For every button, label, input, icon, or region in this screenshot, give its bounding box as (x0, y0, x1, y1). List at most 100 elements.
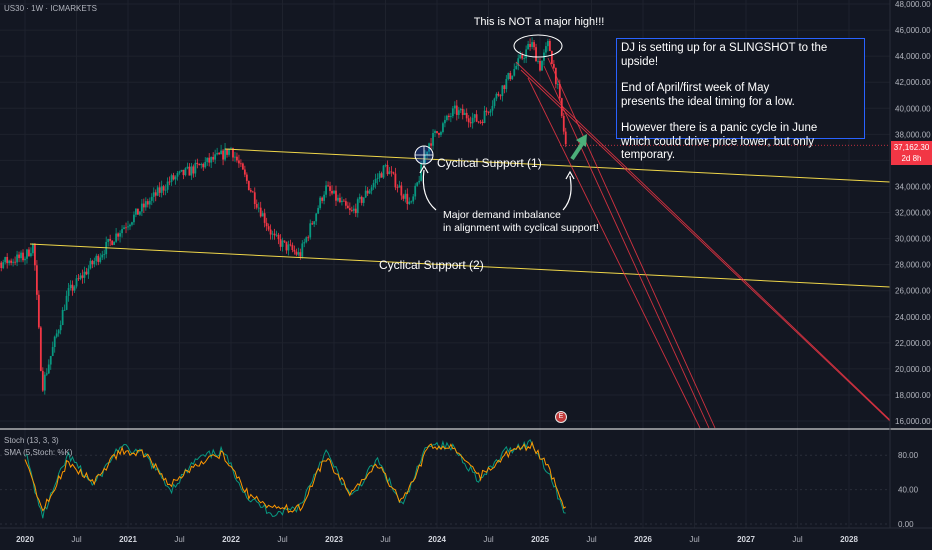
candle-body (164, 189, 167, 191)
candle-body (390, 171, 393, 173)
candle-body (539, 60, 541, 71)
candle-body (109, 238, 112, 241)
candle-body (12, 261, 15, 263)
candle-body (249, 190, 252, 192)
bar-countdown: 2d 8h (901, 154, 922, 163)
candle-body (515, 65, 518, 70)
candle-body (20, 252, 22, 259)
candle-body (87, 268, 90, 275)
candle-body (560, 98, 563, 116)
candle-body (550, 50, 553, 65)
candle-body (388, 171, 391, 175)
candle-body (545, 46, 547, 53)
candle-body (273, 233, 276, 236)
candle-body (348, 208, 351, 211)
candle-body (226, 148, 228, 155)
candle-body (475, 114, 478, 122)
box-line-2-3: End of April/first week of May presents … (621, 82, 860, 109)
candle-body (83, 271, 86, 278)
candle-body (370, 187, 373, 191)
candle-body (14, 261, 16, 263)
candle-body (457, 110, 460, 115)
candle-body (376, 178, 379, 179)
candle-body (378, 173, 381, 179)
candle-body (531, 42, 533, 47)
box-line-4-5: However there is a panic cycle in June w… (621, 122, 860, 163)
candle-body (416, 182, 419, 186)
symbol-label[interactable]: US30 · 1W · ICMARKETS (4, 4, 97, 13)
candle-body (234, 156, 236, 158)
candle-body (446, 115, 448, 121)
candle-body (253, 192, 256, 205)
candle-body (303, 242, 306, 244)
candle-body (384, 164, 387, 166)
candle-body (89, 260, 92, 269)
candle-body (325, 185, 327, 195)
candle-body (451, 108, 454, 117)
candle-body (339, 197, 341, 203)
candle-body (491, 105, 494, 111)
candle-body (287, 244, 290, 251)
analysis-text-box[interactable]: DJ is setting up for a SLINGSHOT to the … (616, 38, 865, 161)
candle-body (117, 233, 119, 237)
candle-body (192, 166, 195, 174)
candle-body (317, 207, 320, 214)
candle-body (47, 364, 50, 374)
price-candles (0, 37, 567, 395)
candle-body (513, 69, 516, 76)
candle-body (404, 193, 407, 199)
candle-body (408, 201, 411, 204)
candle-body (483, 110, 486, 123)
candle-body (380, 173, 383, 178)
candle-body (154, 192, 157, 196)
candle-body (271, 233, 274, 235)
candle-body (362, 197, 365, 203)
candle-body (95, 255, 98, 261)
candle-body (127, 226, 129, 228)
candle-body (174, 176, 177, 180)
stoch-indicator-label[interactable]: Stoch (13, 3, 3) (4, 436, 59, 445)
candle-body (477, 121, 480, 123)
candle-body (558, 83, 561, 99)
candle-body (85, 271, 88, 275)
candle-body (241, 163, 244, 170)
candle-body (176, 172, 179, 177)
candle-body (319, 197, 322, 208)
support-1-label: Cyclical Support (1) (437, 156, 542, 170)
candle-body (61, 310, 64, 326)
candle-body (519, 54, 522, 59)
candle-body (2, 262, 5, 268)
candle-body (4, 257, 7, 263)
candle-body (309, 223, 312, 238)
candle-body (473, 114, 476, 118)
candle-body (210, 156, 213, 163)
candle-body (91, 260, 94, 265)
candle-body (277, 234, 280, 240)
stoch-axis-label: 0.00 (898, 520, 914, 529)
candle-body (485, 110, 488, 112)
candle-body (79, 275, 82, 280)
candle-body (53, 336, 56, 348)
candle-body (148, 200, 151, 205)
candle-body (372, 183, 375, 188)
bullish-arrow-shaft (570, 142, 584, 161)
candle-body (511, 75, 514, 80)
candle-body (6, 257, 9, 264)
candle-body (453, 105, 456, 109)
price-axis-label: 30,000.00 (895, 235, 931, 244)
candle-body (107, 238, 110, 242)
current-price: 37,162.30 (893, 143, 930, 152)
candle-body (190, 166, 193, 176)
candle-body (432, 133, 434, 146)
candle-body (75, 278, 78, 287)
candle-body (222, 150, 224, 160)
candle-body (152, 192, 155, 197)
candle-body (194, 162, 197, 174)
projection-line (547, 57, 716, 429)
sma-indicator-label[interactable]: SMA (5,Stoch: %K) (4, 448, 73, 457)
candle-body (289, 244, 292, 246)
earnings-event-icon[interactable]: E (555, 411, 567, 423)
candle-body (214, 154, 217, 160)
candle-body (293, 249, 296, 252)
